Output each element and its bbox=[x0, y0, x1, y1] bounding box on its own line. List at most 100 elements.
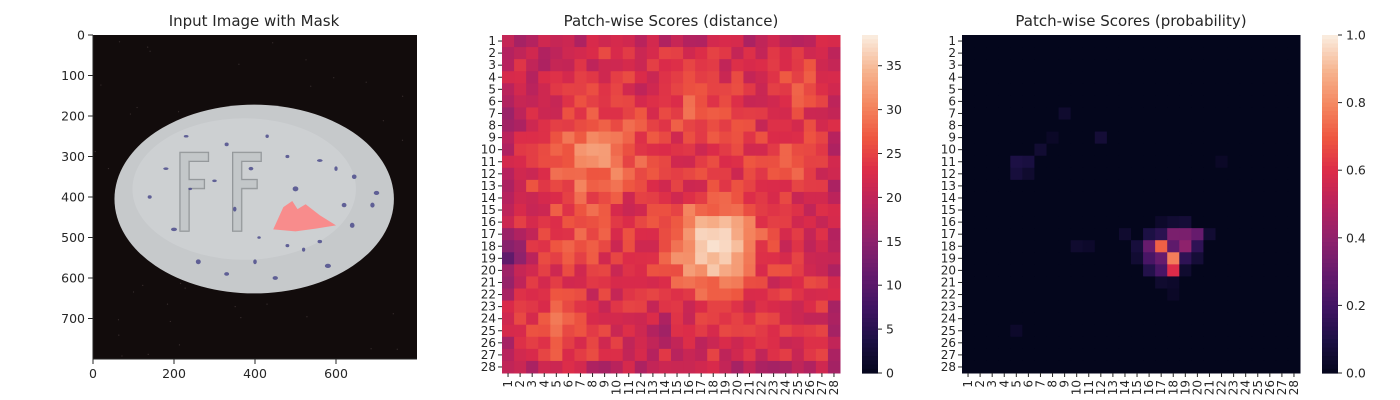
heatmap-cell bbox=[1227, 348, 1241, 362]
heatmap-cell bbox=[634, 276, 648, 289]
heatmap-cell bbox=[827, 59, 841, 72]
heatmap-cell bbox=[1118, 288, 1132, 302]
heatmap-cell bbox=[827, 155, 841, 169]
heatmap-cell bbox=[634, 312, 648, 326]
heatmap-cell bbox=[610, 360, 624, 374]
heatmap-cell bbox=[1227, 228, 1241, 241]
heatmap-cell bbox=[1179, 155, 1192, 169]
heatmap-cell bbox=[502, 276, 515, 289]
heatmap-cell bbox=[526, 300, 539, 314]
heatmap-cell bbox=[1082, 288, 1096, 302]
heatmap-cell bbox=[986, 59, 999, 72]
heatmap-cell bbox=[658, 204, 672, 217]
pill-speck bbox=[349, 222, 355, 228]
heatmap-cell bbox=[1022, 240, 1035, 253]
heatmap-cell bbox=[962, 47, 975, 60]
heatmap-cell bbox=[610, 252, 624, 265]
background-noise-speck bbox=[136, 106, 138, 109]
colorbar-segment bbox=[1322, 89, 1338, 95]
heatmap-cell bbox=[1106, 276, 1120, 289]
heatmap-cell bbox=[986, 300, 999, 314]
heatmap-cell bbox=[646, 107, 660, 120]
heatmap-cell bbox=[803, 119, 817, 133]
heatmap-cell bbox=[586, 107, 600, 120]
colorbar-tick-label: 20 bbox=[886, 190, 902, 205]
heatmap-cell bbox=[1034, 288, 1047, 302]
heatmap-cell bbox=[1022, 59, 1035, 72]
heatmap-cell bbox=[1191, 47, 1204, 60]
heatmap-cell bbox=[731, 119, 744, 133]
heatmap-cell bbox=[1203, 191, 1216, 205]
heatmap-cell bbox=[526, 228, 539, 241]
y-tick-label: 22 bbox=[941, 288, 956, 302]
heatmap-cell bbox=[779, 240, 793, 253]
colorbar-segment bbox=[1322, 313, 1338, 319]
heatmap-cell bbox=[622, 59, 636, 72]
heatmap-cell bbox=[815, 179, 829, 193]
heatmap-cell bbox=[598, 191, 612, 205]
heatmap-cell bbox=[791, 83, 805, 96]
heatmap-cell bbox=[1239, 167, 1253, 181]
heatmap-cell bbox=[1239, 324, 1253, 338]
heatmap-cell bbox=[610, 288, 624, 302]
heatmap-cell bbox=[610, 228, 624, 241]
heatmap-cell bbox=[1010, 204, 1023, 217]
heatmap-cell bbox=[779, 324, 793, 338]
heatmap-cell bbox=[998, 348, 1011, 362]
heatmap-cell bbox=[1046, 35, 1060, 48]
heatmap-cell bbox=[1155, 191, 1168, 205]
colorbar-segment bbox=[862, 39, 878, 45]
heatmap-cell bbox=[1131, 83, 1144, 96]
heatmap-cell bbox=[1215, 216, 1229, 229]
heatmap-cell bbox=[779, 95, 793, 108]
heatmap-cell bbox=[1046, 360, 1060, 374]
heatmap-cell bbox=[1034, 252, 1047, 265]
background-noise-speck bbox=[107, 167, 110, 170]
heatmap-cell bbox=[827, 179, 841, 193]
heatmap-cell bbox=[1239, 300, 1253, 314]
heatmap-cell bbox=[1046, 228, 1060, 241]
heatmap-cell bbox=[803, 336, 817, 350]
heatmap-cell bbox=[1022, 312, 1035, 326]
heatmap-cell bbox=[1094, 240, 1108, 253]
colorbar-segment bbox=[1322, 242, 1338, 247]
heatmap-cell bbox=[791, 107, 805, 120]
heatmap-cell bbox=[1070, 276, 1084, 289]
heatmap-cell bbox=[1094, 35, 1108, 48]
heatmap-cell bbox=[1191, 143, 1204, 157]
heatmap-cell bbox=[1070, 131, 1084, 145]
heatmap-cell bbox=[1191, 179, 1204, 193]
heatmap-cell bbox=[502, 216, 515, 229]
heatmap-cell bbox=[598, 216, 612, 229]
panel-3-title: Patch-wise Scores (probability) bbox=[1015, 12, 1246, 30]
heatmap-cell bbox=[622, 312, 636, 326]
heatmap-cell bbox=[1058, 83, 1072, 96]
heatmap-cell bbox=[1287, 252, 1301, 265]
heatmap-cell bbox=[779, 47, 793, 60]
heatmap-cell bbox=[1287, 107, 1301, 120]
heatmap-cell bbox=[719, 288, 732, 302]
heatmap-cell bbox=[1191, 71, 1204, 84]
y-tick-label: 11 bbox=[941, 155, 956, 169]
heatmap-cell bbox=[538, 252, 551, 265]
heatmap-cell bbox=[610, 348, 624, 362]
heatmap-cell bbox=[1106, 191, 1120, 205]
heatmap-cell bbox=[695, 336, 708, 350]
heatmap-cell bbox=[974, 276, 987, 289]
heatmap-cell bbox=[1082, 179, 1096, 193]
heatmap-cell bbox=[755, 264, 769, 277]
heatmap-cell bbox=[538, 264, 551, 277]
y-tick-label: 23 bbox=[941, 300, 956, 314]
heatmap-cell bbox=[791, 300, 805, 314]
heatmap-cell bbox=[1215, 71, 1229, 84]
heatmap-cell bbox=[827, 348, 841, 362]
heatmap-cell bbox=[767, 167, 781, 181]
heatmap-cell bbox=[1227, 360, 1241, 374]
heatmap-cell bbox=[502, 300, 515, 314]
heatmap-cell bbox=[1058, 59, 1072, 72]
x-tick-label: 28 bbox=[827, 380, 841, 395]
heatmap-cell bbox=[658, 143, 672, 157]
heatmap-cell bbox=[707, 348, 720, 362]
heatmap-cell bbox=[779, 83, 793, 96]
heatmap-cell bbox=[586, 191, 600, 205]
